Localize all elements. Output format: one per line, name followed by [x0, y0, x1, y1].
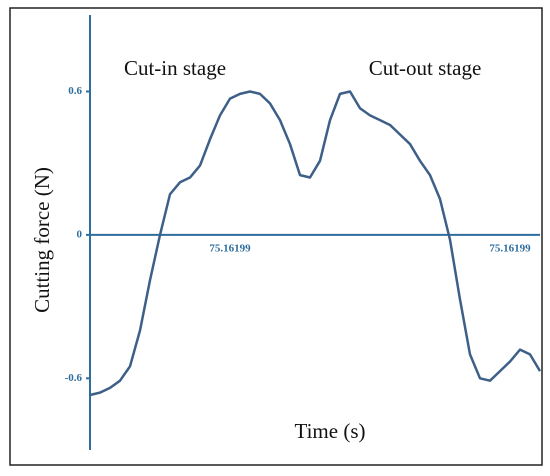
y-tick-label: 0	[77, 228, 83, 240]
x-tick-label: 75.16199	[209, 242, 251, 254]
y-axis-label: Cutting force (N)	[30, 167, 54, 313]
y-tick-label: -0.6	[65, 372, 83, 384]
x-tick-label: 75.16199	[489, 242, 531, 254]
x-axis-label: Time (s)	[295, 419, 366, 443]
data-line	[89, 90, 542, 397]
annotation: Cut-out stage	[369, 56, 482, 80]
frame	[9, 7, 543, 466]
y-tick-label: 0.6	[68, 85, 82, 97]
annotation: Cut-in stage	[124, 56, 226, 80]
